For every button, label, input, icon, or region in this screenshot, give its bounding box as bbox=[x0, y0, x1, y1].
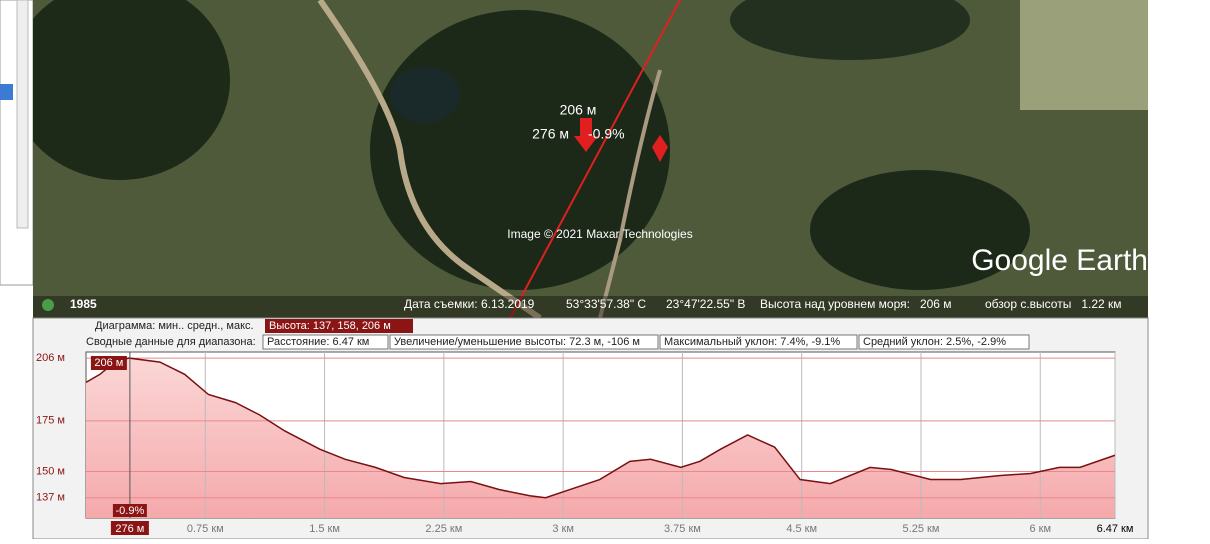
profile-line bbox=[85, 357, 1116, 499]
area-fill bbox=[86, 358, 1115, 518]
altitude: Высота над уровнем моря: 206 м bbox=[760, 297, 952, 311]
cursor-box bbox=[110, 521, 149, 535]
distance: Расстояние: 6.47 км bbox=[267, 336, 369, 348]
image-credit: Image © 2021 Maxar Technologies bbox=[507, 227, 692, 241]
x-tick-label: 5.25 км bbox=[903, 523, 940, 535]
y-tick-label: 206 м bbox=[36, 352, 65, 364]
date: Дата съемки: 6.13.2019 bbox=[404, 297, 535, 311]
history-icon[interactable] bbox=[42, 299, 54, 311]
x-tick-label: 0.75 км bbox=[187, 523, 224, 535]
cursor-box bbox=[90, 356, 127, 370]
cursor-elevation: 206 м bbox=[560, 102, 597, 118]
x-tick-label: 3.75 км bbox=[664, 523, 701, 535]
y-tick-label: 175 м bbox=[36, 415, 65, 427]
x-tick-label: 3 км bbox=[552, 523, 574, 535]
x-tick-label: 1.5 км bbox=[309, 523, 340, 535]
gain: Увеличение/уменьшение высоты: 72.3 м, -1… bbox=[394, 336, 640, 348]
x-tick-label: 4.5 км bbox=[786, 523, 817, 535]
map[interactable]: 206 м 276 м -0.9% Image © 2021 Maxar Tec… bbox=[10, 0, 1150, 318]
diagram-label: Диаграмма: мин.. средн., макс. bbox=[95, 320, 254, 332]
brand: Google Earth bbox=[971, 244, 1148, 277]
x-tick-label: 6 км bbox=[1029, 523, 1051, 535]
lon: 23°47'22.55" В bbox=[666, 297, 745, 311]
y-tick-label: 150 м bbox=[36, 465, 65, 477]
year: 1985 bbox=[70, 297, 97, 311]
x-tick-label: 6.47 км bbox=[1097, 523, 1134, 535]
eye-altitude: обзор с.высоты 1.22 км bbox=[985, 297, 1122, 311]
scrollbar[interactable] bbox=[16, 0, 29, 229]
elevation-profile: 0.75 км 1.5 км 2.25 км 3 км 3.75 км 4.5 км 5.2… bbox=[36, 351, 1134, 535]
cursor-distance: 276 м bbox=[115, 523, 144, 535]
sidebar-selection bbox=[0, 84, 13, 100]
avg-slope: Средний уклон: 2.5%, -2.9% bbox=[863, 336, 1006, 348]
x-tick-label: 2.25 км bbox=[425, 523, 462, 535]
cursor-distance: 276 м bbox=[532, 126, 569, 142]
cursor-box bbox=[112, 504, 147, 517]
summary-label: Сводные данные для диапазона: bbox=[86, 336, 256, 348]
height-stats: Высота: 137, 158, 206 м bbox=[269, 320, 391, 332]
cursor-slope: -0.9% bbox=[588, 126, 625, 142]
lat: 53°33'57.38" С bbox=[566, 297, 646, 311]
max-slope: Максимальный уклон: 7.4%, -9.1% bbox=[664, 336, 840, 348]
y-tick-label: 137 м bbox=[36, 492, 65, 504]
cursor-elevation: 206 м bbox=[94, 357, 123, 369]
height-box bbox=[265, 319, 413, 333]
cursor-slope: -0.9% bbox=[116, 505, 145, 517]
